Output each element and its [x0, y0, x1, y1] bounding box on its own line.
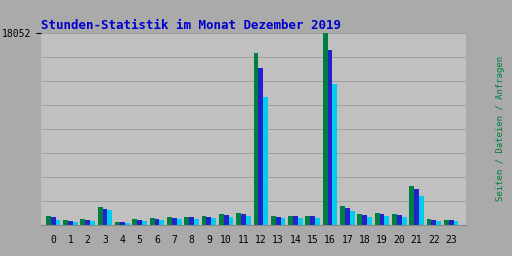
Bar: [306, 216, 310, 225]
Bar: [328, 50, 332, 225]
Bar: [323, 33, 328, 225]
Bar: [51, 217, 55, 225]
Bar: [102, 209, 108, 225]
Bar: [362, 215, 367, 225]
Bar: [345, 208, 350, 225]
Bar: [206, 217, 211, 225]
Bar: [263, 97, 268, 225]
Bar: [177, 219, 182, 225]
Bar: [259, 68, 263, 225]
Bar: [224, 215, 228, 225]
Bar: [167, 217, 172, 225]
Bar: [236, 212, 241, 225]
Bar: [90, 221, 95, 225]
Bar: [357, 214, 362, 225]
Bar: [155, 219, 159, 225]
Bar: [120, 222, 125, 225]
Bar: [426, 219, 432, 225]
Bar: [184, 217, 189, 225]
Bar: [172, 218, 177, 225]
Bar: [392, 214, 397, 225]
Bar: [68, 221, 73, 225]
Bar: [253, 53, 259, 225]
Bar: [86, 220, 90, 225]
Bar: [402, 217, 407, 225]
Bar: [340, 206, 345, 225]
Bar: [137, 220, 142, 225]
Bar: [55, 220, 60, 225]
Bar: [310, 217, 315, 225]
Bar: [409, 186, 414, 225]
Bar: [228, 217, 233, 225]
Bar: [444, 220, 449, 225]
Bar: [397, 215, 402, 225]
Bar: [293, 217, 298, 225]
Bar: [142, 221, 147, 225]
Bar: [133, 219, 137, 225]
Bar: [125, 222, 130, 225]
Bar: [454, 221, 458, 225]
Bar: [73, 221, 78, 225]
Bar: [63, 220, 68, 225]
Bar: [419, 196, 424, 225]
Bar: [385, 216, 389, 225]
Bar: [332, 84, 337, 225]
Bar: [159, 220, 164, 225]
Bar: [414, 189, 419, 225]
Bar: [115, 222, 120, 225]
Text: Stunden-Statistik im Monat Dezember 2019: Stunden-Statistik im Monat Dezember 2019: [41, 19, 341, 32]
Bar: [379, 214, 385, 225]
Bar: [432, 220, 436, 225]
Bar: [271, 216, 275, 225]
Bar: [150, 218, 155, 225]
Bar: [211, 218, 216, 225]
Bar: [375, 212, 379, 225]
Bar: [80, 219, 86, 225]
Bar: [275, 217, 281, 225]
Bar: [108, 210, 112, 225]
Bar: [202, 216, 206, 225]
Text: Seiten / Dateien / Anfragen: Seiten / Dateien / Anfragen: [496, 56, 505, 200]
Bar: [194, 219, 199, 225]
Bar: [367, 217, 372, 225]
Bar: [288, 216, 293, 225]
Bar: [241, 214, 246, 225]
Bar: [219, 214, 224, 225]
Bar: [98, 207, 102, 225]
Bar: [246, 216, 251, 225]
Bar: [298, 218, 303, 225]
Bar: [189, 217, 194, 225]
Bar: [449, 220, 454, 225]
Bar: [315, 218, 320, 225]
Bar: [46, 216, 51, 225]
Bar: [350, 211, 355, 225]
Bar: [436, 221, 441, 225]
Bar: [281, 218, 285, 225]
